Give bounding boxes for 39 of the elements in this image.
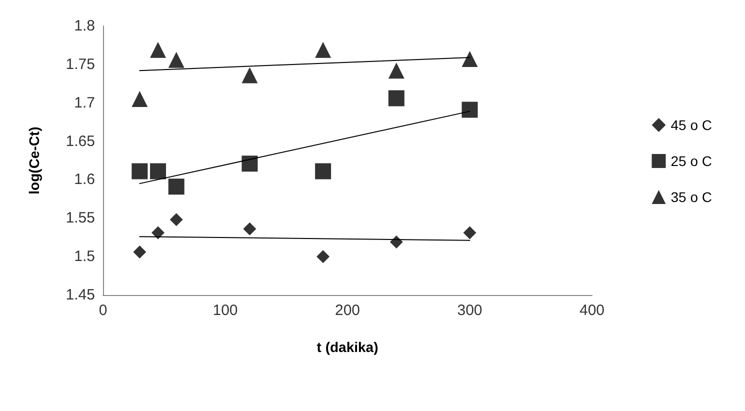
- x-axis-title: t (dakika): [316, 339, 378, 355]
- point: [462, 51, 478, 68]
- point: [168, 178, 184, 195]
- y-tick-label: 1.45: [66, 286, 95, 304]
- point: [242, 156, 258, 172]
- y-tick-label: 1.7: [74, 94, 95, 112]
- y-axis-title: log(Ce-Ct): [26, 126, 42, 194]
- y-tick-label: 1.65: [66, 132, 95, 150]
- point: [242, 67, 258, 84]
- point: [388, 62, 404, 79]
- point: [150, 163, 166, 180]
- y-tick-label: 1.6: [74, 171, 95, 188]
- point: [315, 163, 332, 180]
- point: [133, 245, 146, 258]
- x-tick-label: 0: [98, 302, 108, 319]
- legend-label: 25 o C: [670, 153, 712, 169]
- point: [243, 222, 256, 236]
- y-tick-label: 1.5: [74, 248, 95, 266]
- y-tick-label: 1.75: [66, 56, 95, 73]
- point: [388, 90, 404, 106]
- y-tick-label: 1.8: [74, 18, 95, 34]
- legend-label: 45 o C: [670, 117, 712, 133]
- point: [150, 42, 166, 58]
- point: [316, 250, 330, 264]
- x-tick-label: 300: [457, 302, 482, 319]
- point: [390, 235, 403, 248]
- point: [152, 226, 165, 240]
- x-tick-label: 200: [334, 302, 360, 319]
- y-tick-label: 1.55: [66, 210, 95, 227]
- x-tick-label: 400: [579, 302, 605, 319]
- point: [168, 52, 184, 68]
- point: [463, 226, 476, 240]
- legend-label: 35 o C: [670, 189, 712, 205]
- point: [132, 163, 148, 180]
- point: [170, 213, 183, 226]
- point: [315, 42, 332, 58]
- point: [462, 102, 478, 118]
- point: [132, 91, 148, 108]
- x-tick-label: 100: [212, 302, 238, 319]
